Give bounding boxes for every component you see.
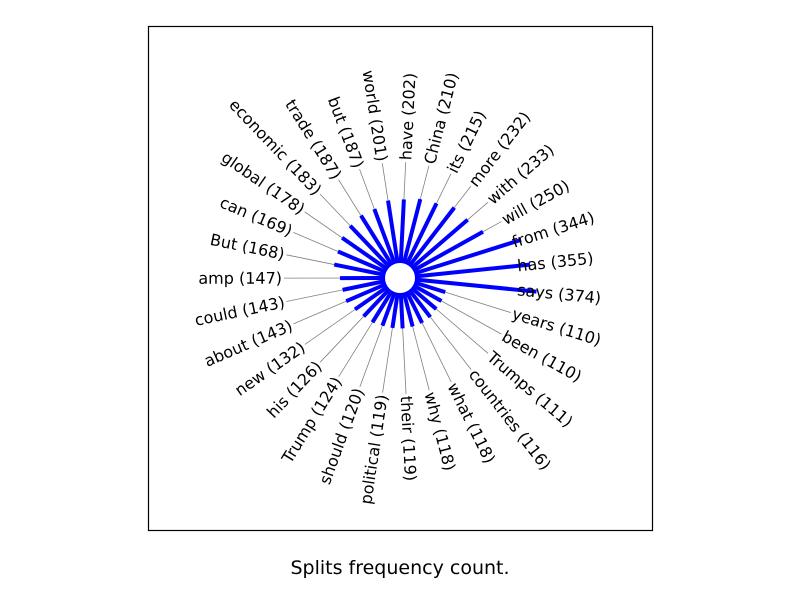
bar <box>408 237 522 277</box>
bar <box>359 214 397 271</box>
bar <box>362 283 395 318</box>
bar <box>407 281 443 303</box>
bar <box>333 262 391 278</box>
bar <box>348 224 395 273</box>
bar <box>340 236 393 274</box>
center-hole <box>385 263 415 293</box>
bar <box>409 277 537 294</box>
bar-label: have (202) <box>396 72 419 160</box>
bar-label: has (355) <box>516 249 594 276</box>
bar <box>398 287 405 329</box>
bar <box>408 279 446 295</box>
bar-label: amp (147) <box>198 269 282 288</box>
bar <box>372 208 399 270</box>
bar <box>402 202 439 270</box>
bar <box>353 282 393 312</box>
bars <box>333 198 537 329</box>
bar-label: political (119) <box>356 393 391 505</box>
bar <box>407 230 484 275</box>
bar-label: their (119) <box>397 395 420 481</box>
bar <box>404 206 456 272</box>
bar <box>402 286 424 324</box>
bar-label: But (168) <box>209 230 287 264</box>
bar <box>390 287 401 329</box>
bar <box>409 262 531 279</box>
bar <box>406 218 469 273</box>
bar <box>370 285 397 324</box>
bar <box>406 282 438 311</box>
bar <box>404 284 432 319</box>
plot-frame <box>147 25 654 532</box>
bar <box>380 286 399 327</box>
bar <box>400 198 423 269</box>
bar <box>400 287 415 328</box>
chart-caption: Splits frequency count. <box>290 557 510 579</box>
bar <box>337 249 392 276</box>
bar <box>345 280 392 304</box>
bar-label: world (201) <box>359 69 392 163</box>
bar <box>398 199 406 269</box>
bar-label: says (374) <box>516 280 602 307</box>
bar <box>386 200 401 269</box>
bar <box>342 278 391 292</box>
